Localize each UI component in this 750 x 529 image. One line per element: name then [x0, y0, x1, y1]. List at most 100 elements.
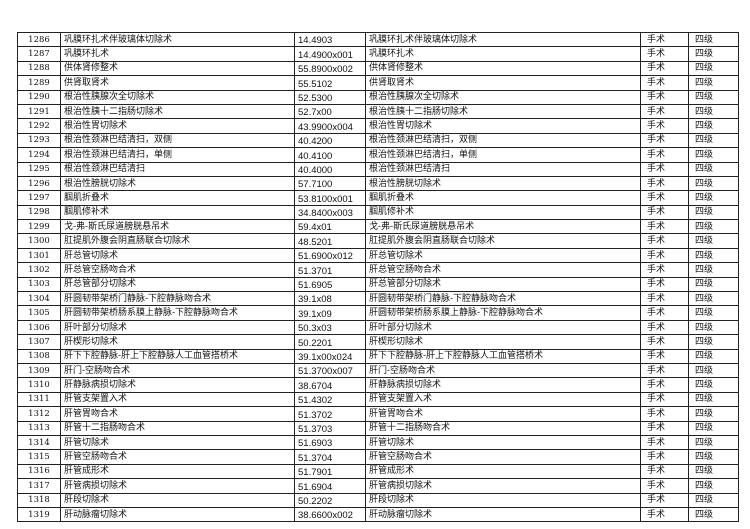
procedure-name-standard-cell: 肝楔形切除术: [365, 334, 641, 350]
category-cell: 手术: [640, 204, 689, 221]
category-cell: 手术: [640, 377, 689, 393]
table-row: 1297 腘肌折叠术 53.8100x001 腘肌折叠术 手术 四级: [17, 190, 739, 206]
level-cell: 四级: [688, 319, 739, 336]
row-number-cell: 1296: [17, 175, 61, 192]
procedure-name-cell: 肝管支架置入术: [60, 391, 295, 408]
level-cell: 四级: [688, 175, 739, 192]
procedure-name-standard-cell: 腘肌修补术: [365, 204, 641, 221]
table-row: 1300 肛提肌外腹会阴直肠联合切除术 48.5201 肛提肌外腹会阴直肠联合切除术手…: [17, 233, 739, 249]
procedure-name-standard-cell: 巩膜环扎术: [365, 46, 641, 62]
procedure-name-cell: 腘肌折叠术: [60, 190, 295, 206]
procedure-code-cell: 51.6905: [294, 276, 366, 293]
procedure-name-standard-cell: 肝下下腔静脉-肝上下腔静脉人工血管搭桥术: [365, 348, 641, 364]
level-cell: 四级: [688, 377, 739, 393]
category-cell: 手术: [640, 291, 689, 307]
category-cell: 手术: [640, 161, 689, 177]
procedure-code-cell: 51.6904: [294, 478, 366, 494]
table-row: 1301 肝总管切除术 51.6900x012 肝总管切除术 手术 四级: [17, 247, 739, 264]
table-row: 1289 供肾取肾术 55.5102 供肾取肾术 手术 四级: [17, 75, 739, 91]
table-row: 1298 腘肌修补术 34.8400x003 腘肌修补术 手术 四级: [17, 204, 739, 221]
level-cell: 四级: [688, 247, 739, 264]
procedure-name-standard-cell: 根治性胰十二指肠切除术: [365, 103, 641, 120]
procedure-code-cell: 55.5102: [294, 75, 366, 91]
category-cell: 手术: [640, 147, 689, 163]
procedure-name-cell: 肝叶部分切除术: [60, 319, 295, 336]
level-cell: 四级: [688, 60, 739, 77]
procedure-code-cell: 39.1x09: [294, 305, 366, 321]
row-number-cell: 1302: [17, 262, 61, 278]
procedure-name-standard-cell: 供体肾修整术: [365, 60, 641, 77]
category-cell: 手术: [640, 31, 689, 48]
procedure-name-standard-cell: 肝圆韧带架桥肠系膜上静脉-下腔静脉吻合术: [365, 305, 641, 321]
procedure-name-cell: 腘肌修补术: [60, 204, 295, 221]
procedure-name-cell: 肝管十二指肠吻合术: [60, 420, 295, 436]
category-cell: 手术: [640, 420, 689, 436]
procedure-name-cell: 根治性颈淋巴结清扫: [60, 161, 295, 177]
row-number-cell: 1291: [17, 103, 61, 120]
row-number-cell: 1316: [17, 463, 61, 480]
table-row: 1299 戈-弗-斯氏尿道膀胱悬吊术 59.4x01 戈-弗-斯氏尿道膀胱悬吊术 手术四…: [17, 219, 739, 235]
procedure-code-cell: 51.6903: [294, 434, 366, 451]
level-cell: 四级: [688, 506, 739, 523]
table-row: 1291 根治性胰十二指肠切除术 52.7x00 根治性胰十二指肠切除术 手术 四级: [17, 103, 739, 120]
procedure-name-standard-cell: 肝总管切除术: [365, 247, 641, 264]
row-number-cell: 1308: [17, 348, 61, 364]
procedure-name-standard-cell: 肝叶部分切除术: [365, 319, 641, 336]
category-cell: 手术: [640, 434, 689, 451]
level-cell: 四级: [688, 492, 739, 508]
level-cell: 四级: [688, 305, 739, 321]
table-row: 1314 肝管切除术 51.6903 肝管切除术 手术 四级: [17, 434, 739, 451]
procedure-name-standard-cell: 根治性胃切除术: [365, 118, 641, 134]
procedure-name-standard-cell: 肝管胃吻合术: [365, 406, 641, 422]
category-cell: 手术: [640, 118, 689, 134]
procedure-code-cell: 51.4302: [294, 391, 366, 408]
procedure-name-cell: 根治性胰腺次全切除术: [60, 89, 295, 105]
table-row: 1288 供体肾修整术 55.8900x002 供体肾修整术 手术 四级: [17, 60, 739, 77]
procedure-name-cell: 根治性胃切除术: [60, 118, 295, 134]
table-row: 1308 肝下下腔静脉-肝上下腔静脉人工血管搭桥术 39.1x00x024 肝下下腔静…: [17, 348, 739, 364]
row-number-cell: 1292: [17, 118, 61, 134]
table-row: 1305 肝圆韧带架桥肠系膜上静脉-下腔静脉吻合术 39.1x09 肝圆韧带架桥肠系膜…: [17, 305, 739, 321]
procedure-name-standard-cell: 肝总管部分切除术: [365, 276, 641, 293]
procedure-code-cell: 51.7901: [294, 463, 366, 480]
procedure-name-cell: 巩膜环扎术: [60, 46, 295, 62]
level-cell: 四级: [688, 449, 739, 465]
category-cell: 手术: [640, 362, 689, 379]
procedure-name-cell: 肝管切除术: [60, 434, 295, 451]
table-row: 1315 肝管空肠吻合术 51.3704 肝管空肠吻合术 手术 四级: [17, 449, 739, 465]
level-cell: 四级: [688, 147, 739, 163]
row-number-cell: 1287: [17, 46, 61, 62]
category-cell: 手术: [640, 506, 689, 523]
procedure-name-standard-cell: 肝段切除术: [365, 492, 641, 508]
level-cell: 四级: [688, 132, 739, 149]
row-number-cell: 1306: [17, 319, 61, 336]
procedure-name-cell: 肛提肌外腹会阴直肠联合切除术: [60, 233, 295, 249]
procedure-name-cell: 肝总管空肠吻合术: [60, 262, 295, 278]
procedure-name-standard-cell: 肝管成形术: [365, 463, 641, 480]
row-number-cell: 1298: [17, 204, 61, 221]
row-number-cell: 1305: [17, 305, 61, 321]
table-row: 1302 肝总管空肠吻合术 51.3701 肝总管空肠吻合术 手术 四级: [17, 262, 739, 278]
procedure-code-cell: 40.4100: [294, 147, 366, 163]
category-cell: 手术: [640, 190, 689, 206]
procedure-name-standard-cell: 巩膜环扎术伴玻璃体切除术: [365, 31, 641, 48]
category-cell: 手术: [640, 276, 689, 293]
procedure-name-cell: 肝门-空肠吻合术: [60, 362, 295, 379]
procedure-code-cell: 53.8100x001: [294, 190, 366, 206]
procedure-name-cell: 供体肾修整术: [60, 60, 295, 77]
procedure-code-cell: 38.6600x002: [294, 506, 366, 523]
table-row: 1313 肝管十二指肠吻合术 51.3703 肝管十二指肠吻合术 手术 四级: [17, 420, 739, 436]
row-number-cell: 1300: [17, 233, 61, 249]
table-row: 1294 根治性颈淋巴结清扫，单侧 40.4100 根治性颈淋巴结清扫，单侧 手术 四级: [17, 147, 739, 163]
procedure-code-cell: 51.3701: [294, 262, 366, 278]
row-number-cell: 1319: [17, 506, 61, 523]
category-cell: 手术: [640, 262, 689, 278]
procedure-name-standard-cell: 根治性颈淋巴结清扫，双侧: [365, 132, 641, 149]
procedure-name-standard-cell: 肝动脉瘤切除术: [365, 506, 641, 523]
procedure-name-standard-cell: 根治性胰腺次全切除术: [365, 89, 641, 105]
table-row: 1293 根治性颈淋巴结清扫，双侧 40.4200 根治性颈淋巴结清扫，双侧 手术 四级: [17, 132, 739, 149]
level-cell: 四级: [688, 46, 739, 62]
row-number-cell: 1309: [17, 362, 61, 379]
row-number-cell: 1293: [17, 132, 61, 149]
row-number-cell: 1299: [17, 219, 61, 235]
